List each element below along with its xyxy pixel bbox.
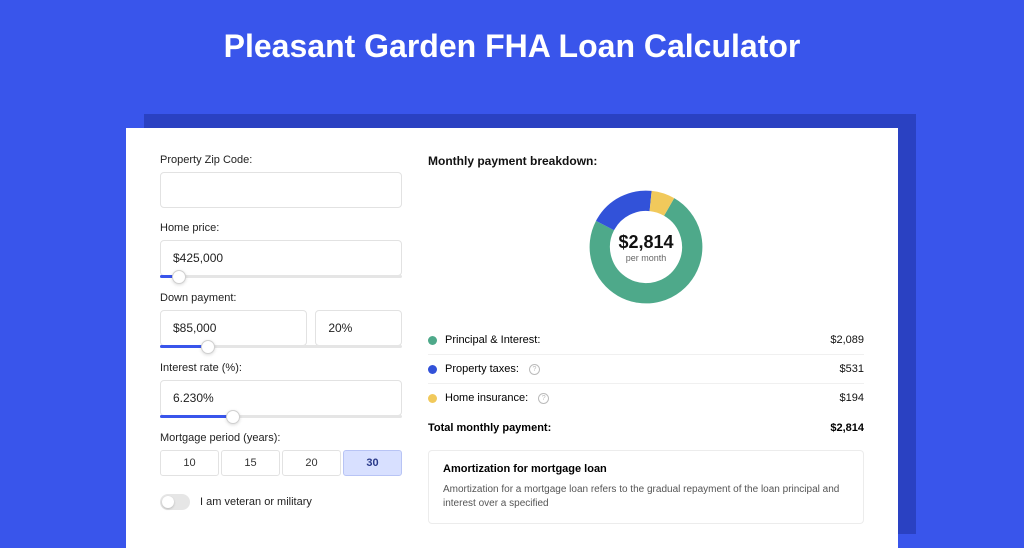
form-column: Property Zip Code: Home price: Down paym… bbox=[160, 154, 402, 522]
info-icon[interactable]: ? bbox=[529, 364, 540, 375]
down-payment-percent-input[interactable] bbox=[315, 310, 402, 346]
period-options: 10152030 bbox=[160, 450, 402, 476]
page-title: Pleasant Garden FHA Loan Calculator bbox=[0, 0, 1024, 87]
down-payment-field-group: Down payment: bbox=[160, 292, 402, 348]
period-btn-20[interactable]: 20 bbox=[282, 450, 341, 476]
breakdown-item-label: Property taxes: bbox=[445, 363, 519, 375]
interest-rate-input[interactable] bbox=[160, 380, 402, 416]
amortization-text: Amortization for a mortgage loan refers … bbox=[443, 483, 849, 511]
total-row: Total monthly payment: $2,814 bbox=[428, 412, 864, 450]
period-btn-10[interactable]: 10 bbox=[160, 450, 219, 476]
period-field-group: Mortgage period (years): 10152030 bbox=[160, 432, 402, 476]
interest-rate-field-group: Interest rate (%): bbox=[160, 362, 402, 418]
period-label: Mortgage period (years): bbox=[160, 432, 402, 444]
donut-center: $2,814 per month bbox=[585, 186, 707, 308]
veteran-toggle-knob bbox=[162, 496, 174, 508]
total-value: $2,814 bbox=[830, 422, 864, 434]
interest-rate-slider[interactable] bbox=[160, 415, 402, 418]
home-price-slider[interactable] bbox=[160, 275, 402, 278]
breakdown-item-value: $194 bbox=[840, 392, 864, 404]
donut-chart: $2,814 per month bbox=[585, 186, 707, 308]
legend-dot bbox=[428, 394, 437, 403]
veteran-toggle-row: I am veteran or military bbox=[160, 494, 402, 510]
interest-rate-slider-thumb[interactable] bbox=[226, 410, 240, 424]
breakdown-row: Home insurance:? $194 bbox=[428, 384, 864, 412]
interest-rate-label: Interest rate (%): bbox=[160, 362, 402, 374]
breakdown-row: Principal & Interest: $2,089 bbox=[428, 326, 864, 355]
breakdown-title: Monthly payment breakdown: bbox=[428, 154, 864, 168]
home-price-field-group: Home price: bbox=[160, 222, 402, 278]
home-price-label: Home price: bbox=[160, 222, 402, 234]
breakdown-item-value: $2,089 bbox=[830, 334, 864, 346]
period-btn-15[interactable]: 15 bbox=[221, 450, 280, 476]
info-icon[interactable]: ? bbox=[538, 393, 549, 404]
down-payment-slider-thumb[interactable] bbox=[201, 340, 215, 354]
zip-field-group: Property Zip Code: bbox=[160, 154, 402, 208]
down-payment-label: Down payment: bbox=[160, 292, 402, 304]
legend-dot bbox=[428, 336, 437, 345]
veteran-label: I am veteran or military bbox=[200, 496, 312, 508]
total-label: Total monthly payment: bbox=[428, 422, 551, 434]
amortization-title: Amortization for mortgage loan bbox=[443, 463, 849, 475]
down-payment-slider[interactable] bbox=[160, 345, 402, 348]
breakdown-column: Monthly payment breakdown: $2,814 per mo… bbox=[428, 154, 864, 522]
veteran-toggle[interactable] bbox=[160, 494, 190, 510]
down-payment-input[interactable] bbox=[160, 310, 307, 346]
home-price-input[interactable] bbox=[160, 240, 402, 276]
breakdown-item-label: Home insurance: bbox=[445, 392, 528, 404]
breakdown-row: Property taxes:? $531 bbox=[428, 355, 864, 384]
breakdown-item-label: Principal & Interest: bbox=[445, 334, 540, 346]
donut-sublabel: per month bbox=[626, 253, 667, 263]
amortization-box: Amortization for mortgage loan Amortizat… bbox=[428, 450, 864, 524]
legend-dot bbox=[428, 365, 437, 374]
breakdown-item-value: $531 bbox=[840, 363, 864, 375]
calculator-card: Property Zip Code: Home price: Down paym… bbox=[126, 128, 898, 548]
breakdown-list: Principal & Interest: $2,089 Property taxe… bbox=[428, 326, 864, 412]
period-btn-30[interactable]: 30 bbox=[343, 450, 402, 476]
home-price-slider-thumb[interactable] bbox=[172, 270, 186, 284]
zip-input[interactable] bbox=[160, 172, 402, 208]
donut-value: $2,814 bbox=[618, 232, 673, 253]
zip-label: Property Zip Code: bbox=[160, 154, 402, 166]
donut-chart-wrap: $2,814 per month bbox=[428, 180, 864, 326]
